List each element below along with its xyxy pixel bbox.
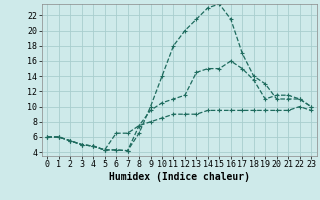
X-axis label: Humidex (Indice chaleur): Humidex (Indice chaleur) xyxy=(109,172,250,182)
